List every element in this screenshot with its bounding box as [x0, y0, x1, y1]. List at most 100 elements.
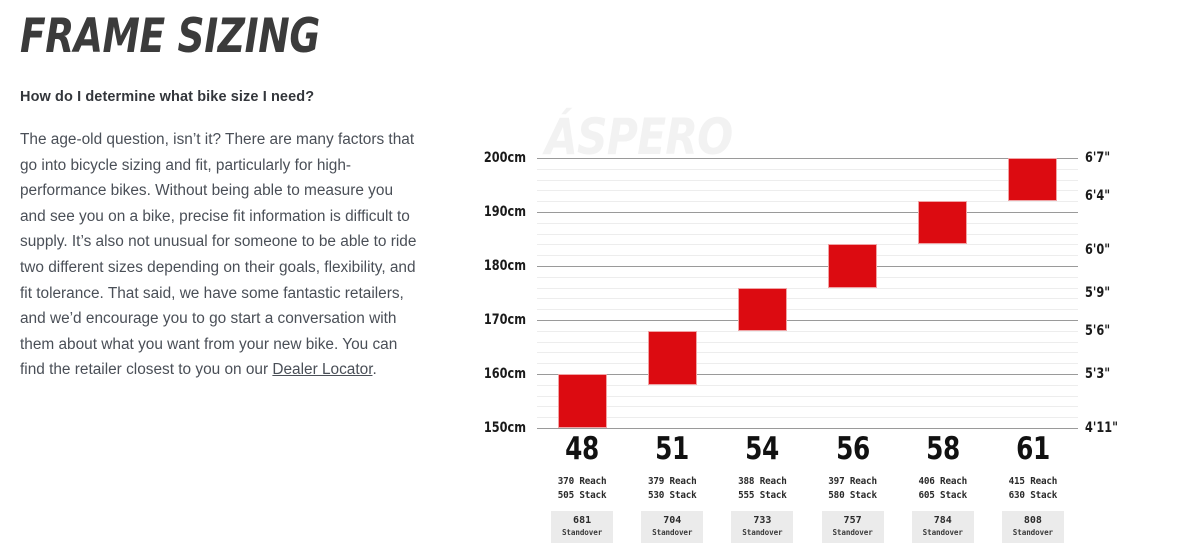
- size-geometry: 415 Reach 630 Stack: [988, 475, 1078, 502]
- gridline-minor: [537, 276, 1078, 278]
- gridline-minor: [537, 417, 1078, 419]
- paragraph-text-before-link: The age-old question, isn’t it? There ar…: [20, 131, 417, 379]
- gridline-minor: [537, 384, 1078, 386]
- size-geometry: 397 Reach 580 Stack: [808, 475, 898, 502]
- paragraph-text-after-link: .: [372, 361, 377, 379]
- gridline-minor: [537, 352, 1078, 354]
- reach-value: 406 Reach: [918, 476, 968, 487]
- standover-value: 704: [663, 515, 682, 526]
- size-number: 58: [925, 431, 960, 467]
- gridline-minor: [537, 330, 1078, 332]
- y-axis-right-tick-label: 5'9": [1085, 285, 1111, 301]
- gridline-minor: [537, 395, 1078, 397]
- size-bar[interactable]: [828, 244, 878, 288]
- gridline-minor: [537, 363, 1078, 365]
- gridline-minor: [537, 168, 1078, 170]
- page-title: FRAME SIZING: [20, 9, 320, 64]
- size-bar[interactable]: [918, 201, 968, 245]
- size-column[interactable]: 56 397 Reach 580 Stack 757 Standover: [808, 433, 898, 543]
- size-columns: 48 370 Reach 505 Stack 681 Standover 51 379 Re…: [537, 433, 1078, 553]
- size-geometry: 379 Reach 530 Stack: [627, 475, 717, 502]
- reach-value: 397 Reach: [828, 476, 877, 487]
- size-column[interactable]: 51 379 Reach 530 Stack 704 Standover: [627, 433, 717, 543]
- stack-value: 505 Stack: [557, 489, 607, 501]
- standover-label: Standover: [832, 528, 873, 537]
- reach-value: 379 Reach: [647, 476, 697, 487]
- size-number: 56: [835, 431, 870, 467]
- size-geometry: 370 Reach 505 Stack: [537, 475, 627, 502]
- size-column[interactable]: 54 388 Reach 555 Stack 733 Standover: [717, 433, 807, 543]
- plot-area: [537, 158, 1078, 429]
- standover-box: 757 Standover: [821, 511, 884, 543]
- gridline-minor: [537, 244, 1078, 246]
- y-axis-right-tick-label: 5'6": [1085, 322, 1111, 339]
- reach-value: 370 Reach: [557, 476, 607, 487]
- standover-label: Standover: [742, 528, 783, 537]
- size-geometry: 388 Reach 555 Stack: [717, 475, 807, 502]
- gridline-minor: [537, 179, 1078, 181]
- article-text-column: FRAME SIZING How do I determine what bik…: [20, 10, 440, 383]
- y-axis-left-cm: 200cm 190cm 180cm 170cm 160cm 150cm: [468, 150, 526, 436]
- standover-box: 808 Standover: [1001, 511, 1064, 543]
- standover-box: 733 Standover: [731, 511, 794, 543]
- size-number: 48: [565, 431, 599, 467]
- standover-label: Standover: [1012, 528, 1054, 537]
- y-axis-right-tick-label: 6'0": [1085, 241, 1111, 258]
- gridline-major: [537, 374, 1078, 375]
- standover-label: Standover: [652, 528, 693, 537]
- standover-box: 704 Standover: [641, 511, 704, 543]
- standover-value: 784: [933, 515, 952, 526]
- stack-value: 530 Stack: [647, 489, 697, 501]
- size-number: 54: [745, 431, 780, 467]
- gridline-major: [537, 158, 1078, 159]
- standover-label: Standover: [922, 528, 963, 537]
- gridline-minor: [537, 406, 1078, 408]
- standover-value: 681: [573, 515, 592, 526]
- gridline-minor: [537, 309, 1078, 311]
- size-number: 51: [655, 431, 690, 467]
- standover-box: 784 Standover: [911, 511, 974, 543]
- gridline-minor: [537, 255, 1078, 257]
- section-subheading: How do I determine what bike size I need…: [20, 89, 315, 105]
- y-axis-right-tick-label: 6'4": [1085, 187, 1111, 204]
- y-axis-right-tick-label: 4'11": [1085, 420, 1118, 436]
- y-axis-right-tick-label: 6'7": [1085, 150, 1111, 166]
- size-column[interactable]: 48 370 Reach 505 Stack 681 Standover: [537, 433, 627, 543]
- standover-box: 681 Standover: [551, 511, 614, 543]
- standover-value: 757: [843, 515, 862, 526]
- y-axis-left-tick-label: 150cm: [483, 420, 526, 436]
- gridline-major: [537, 266, 1078, 267]
- gridline-minor: [537, 201, 1078, 203]
- y-axis-left-tick-label: 160cm: [483, 366, 526, 382]
- size-column[interactable]: 61 415 Reach 630 Stack 808 Standover: [988, 433, 1078, 543]
- gridline-major: [537, 428, 1078, 429]
- size-bar[interactable]: [557, 374, 607, 428]
- size-number: 61: [1016, 431, 1050, 467]
- gridline-minor: [537, 222, 1078, 224]
- stack-value: 630 Stack: [1008, 489, 1058, 501]
- standover-value: 733: [753, 515, 772, 526]
- reach-value: 415 Reach: [1008, 476, 1058, 487]
- y-axis-left-tick-label: 190cm: [483, 204, 526, 220]
- standover-label: Standover: [561, 528, 603, 537]
- gridline-major: [537, 212, 1078, 213]
- stack-value: 555 Stack: [738, 489, 787, 501]
- dealer-locator-link[interactable]: Dealer Locator: [272, 361, 373, 379]
- body-paragraph: The age-old question, isn’t it? There ar…: [20, 127, 420, 383]
- y-axis-right-tick-label: 5'3": [1085, 366, 1111, 382]
- y-axis-right-feet-inches: 6'7" 6'4" 6'0" 5'9" 5'6" 5'3" 4'11": [1085, 150, 1143, 436]
- stack-value: 580 Stack: [828, 489, 877, 501]
- gridline-minor: [537, 298, 1078, 300]
- y-axis-left-tick-label: 180cm: [483, 258, 526, 274]
- y-axis-left-tick-label: 170cm: [483, 312, 526, 328]
- frame-sizing-chart: ÁSPERO 200cm 190cm 180cm 170cm 160cm 150cm 6'…: [460, 108, 1170, 548]
- gridline-minor: [537, 190, 1078, 192]
- size-bar[interactable]: [647, 330, 697, 385]
- size-bar[interactable]: [1008, 158, 1058, 202]
- size-bar[interactable]: [737, 287, 787, 331]
- size-column[interactable]: 58 406 Reach 605 Stack 784 Standover: [898, 433, 988, 543]
- gridline-minor: [537, 341, 1078, 343]
- size-geometry: 406 Reach 605 Stack: [898, 475, 988, 502]
- gridline-major: [537, 320, 1078, 321]
- gridline-minor: [537, 287, 1078, 289]
